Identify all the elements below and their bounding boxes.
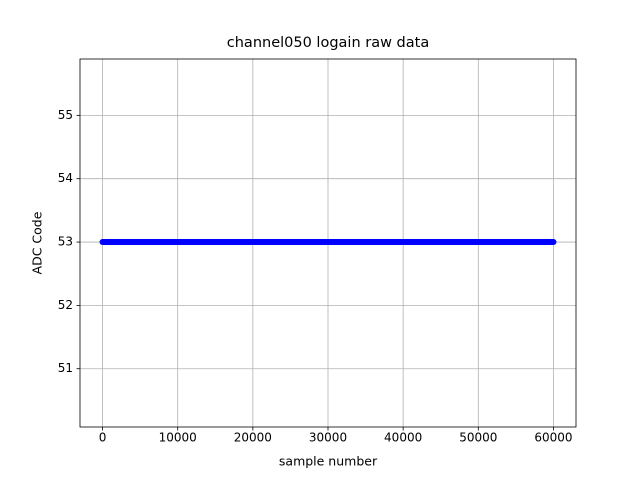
x-tick-label: 50000 [459,431,497,445]
y-tick-label: 52 [58,298,73,312]
chart-title: channel050 logain raw data [227,35,429,51]
y-tick-label: 53 [58,235,73,249]
y-tick-label: 55 [58,108,73,122]
x-tick-label: 10000 [159,431,197,445]
y-axis-label: ADC Code [30,211,45,274]
y-tick-label: 51 [58,361,73,375]
x-tick-label: 40000 [384,431,422,445]
axes-frame [79,58,577,428]
x-axis-label: sample number [279,454,378,469]
x-tick-label: 0 [99,431,107,445]
x-tick-label: 20000 [234,431,272,445]
plot-area: 0 10000 20000 30000 40000 50000 60000 51 52 53 54 5… [58,58,577,445]
x-tick-label: 30000 [309,431,347,445]
x-tick-label: 60000 [534,431,572,445]
y-tick-label: 54 [58,171,73,185]
